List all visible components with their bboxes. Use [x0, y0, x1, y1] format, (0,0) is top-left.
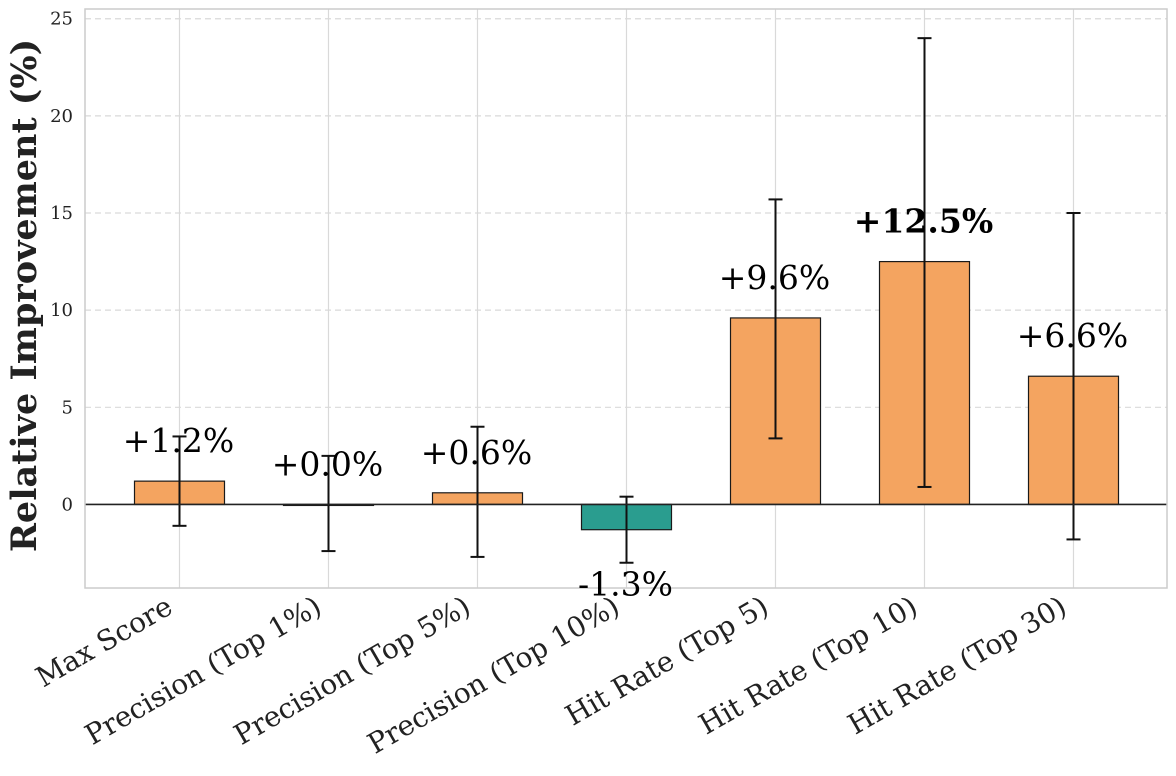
y-tick-label: 5 [62, 397, 73, 418]
data-label: +1.2% [123, 421, 235, 460]
y-axis-label: Relative Improvement (%) [4, 39, 45, 552]
x-tick-label: Precision (Top 1%) [79, 589, 327, 751]
plot-frame [84, 8, 1168, 589]
y-tick-label: 15 [50, 203, 73, 224]
data-labels: +1.2% +0.0% +0.6% -1.3% +9.6% +12.5% +6.6% [123, 202, 1129, 604]
y-tick-label: 0 [62, 494, 73, 515]
x-tick-label: Precision (Top 10%) [362, 589, 625, 760]
error-bars [172, 37, 1081, 564]
data-label: +6.6% [1017, 316, 1129, 355]
y-tick-label: 20 [50, 106, 73, 127]
data-label: +0.6% [421, 433, 533, 472]
data-label: +12.5% [854, 202, 993, 241]
y-tick-label: 10 [50, 300, 73, 321]
data-label: -1.3% [578, 565, 673, 604]
data-label: +0.0% [272, 444, 384, 483]
y-tick-labels: 0 5 10 15 20 25 [50, 9, 73, 516]
y-tick-label: 25 [50, 9, 73, 30]
x-tick-label: Precision (Top 5%) [228, 589, 476, 751]
data-label: +9.6% [719, 258, 831, 297]
